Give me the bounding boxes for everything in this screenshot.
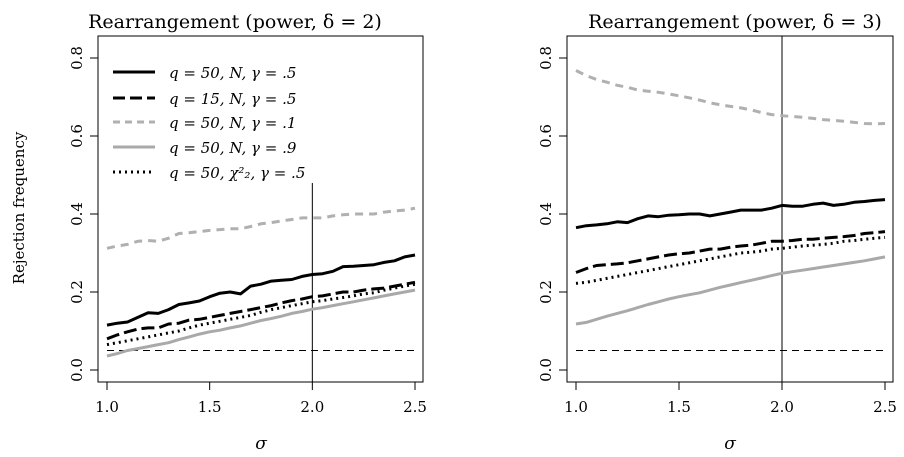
plot-frame <box>97 35 424 383</box>
series-line-1 <box>575 198 886 230</box>
x-tick-label: 1.0 <box>564 398 588 416</box>
left-panel: Rearrangement (power, δ = 2) Rejection f… <box>10 11 427 454</box>
series-line-5 <box>575 235 886 285</box>
left-chart-title: Rearrangement (power, δ = 2) <box>88 11 382 33</box>
series-line-1 <box>106 253 416 327</box>
right-x-axis-label: σ <box>724 434 736 454</box>
y-tick-label: 0.4 <box>537 202 555 226</box>
x-tick-label: 2.0 <box>300 398 324 416</box>
y-tick-label: 0.2 <box>537 280 555 304</box>
y-tick-label: 0.8 <box>537 46 555 70</box>
left-legend: q = 50, N, γ = .5 q = 15, N, γ = .5 q = … <box>113 64 305 182</box>
x-tick-label: 2.5 <box>873 398 897 416</box>
legend-label-series-4: q = 50, N, γ = .9 <box>169 139 297 157</box>
legend-label-series-2: q = 15, N, γ = .5 <box>169 90 296 108</box>
legend-label-series-3: q = 50, N, γ = .1 <box>169 114 296 132</box>
y-tick-label: 0.2 <box>68 280 86 304</box>
x-tick-label: 1.5 <box>198 398 222 416</box>
series-line-4 <box>575 255 886 326</box>
x-tick-label: 2.0 <box>770 398 794 416</box>
y-tick-label: 0.0 <box>68 358 86 382</box>
y-tick-label: 0.0 <box>537 358 555 382</box>
x-tick-label: 1.0 <box>95 398 119 416</box>
legend-label-series-5: q = 50, χ²₂, γ = .5 <box>169 164 305 182</box>
left-y-axis-label: Rejection frequency <box>10 131 28 284</box>
right-panel: Rearrangement (power, δ = 3) σ 1.0 1.5 2.0… <box>537 11 897 454</box>
y-tick-label: 0.6 <box>68 124 86 148</box>
series-line-2 <box>575 230 886 274</box>
series-line-2 <box>106 280 416 341</box>
x-tick-label: 1.5 <box>667 398 691 416</box>
series-line-4 <box>106 288 416 358</box>
y-tick-label: 0.8 <box>68 46 86 70</box>
y-tick-label: 0.4 <box>68 202 86 226</box>
series-line-3 <box>575 69 886 126</box>
series-line-3 <box>106 206 416 250</box>
left-x-axis-label: σ <box>255 434 267 454</box>
series-line-5 <box>106 282 416 347</box>
y-tick-label: 0.6 <box>537 124 555 148</box>
x-tick-label: 2.5 <box>403 398 427 416</box>
right-chart-title: Rearrangement (power, δ = 3) <box>588 11 882 33</box>
plot-frame <box>566 35 894 383</box>
legend-label-series-1: q = 50, N, γ = .5 <box>169 64 296 82</box>
